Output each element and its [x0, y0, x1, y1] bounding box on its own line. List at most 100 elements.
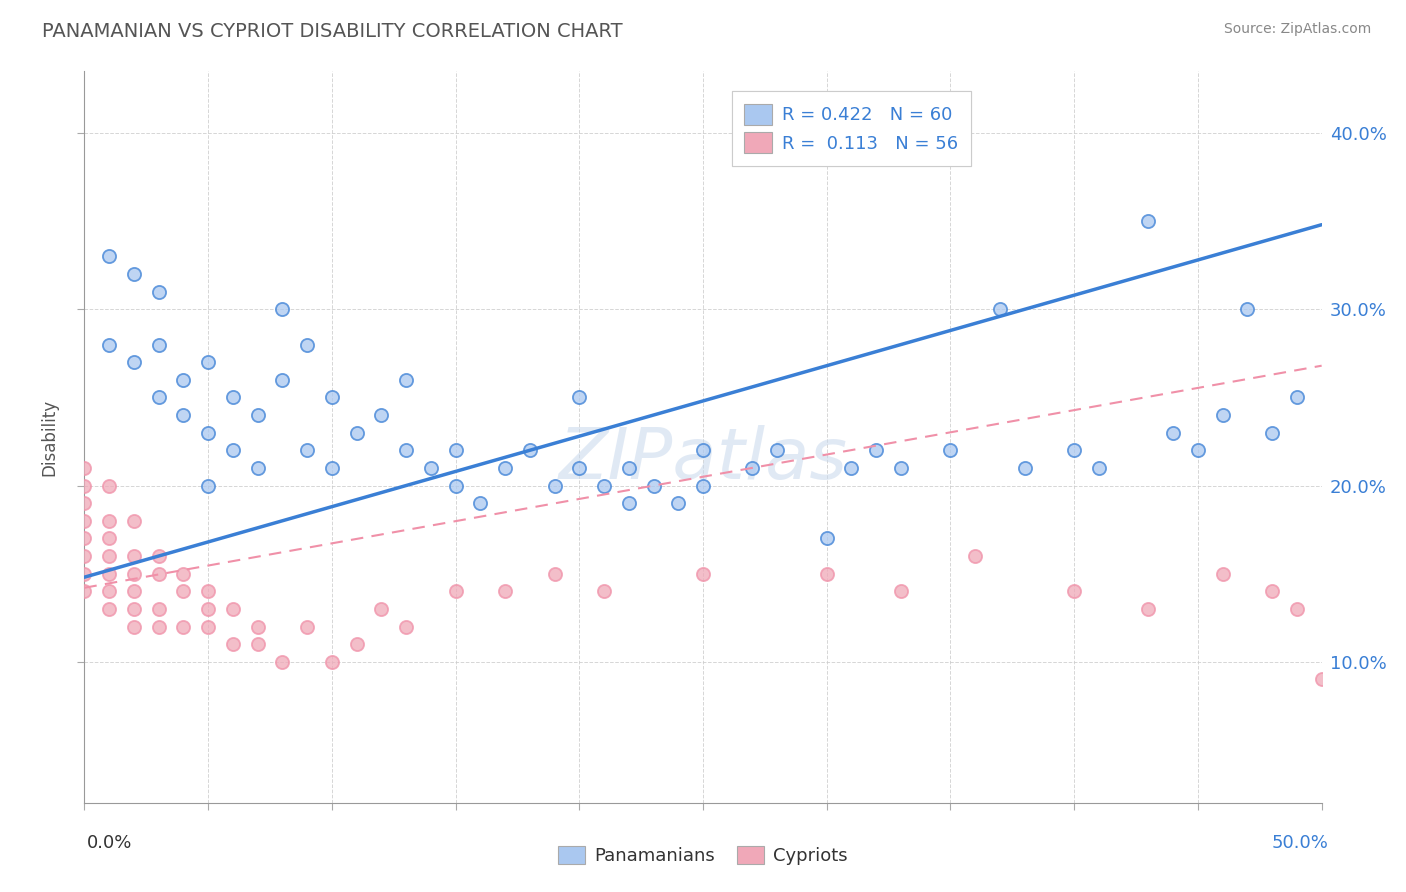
Point — [1137, 214, 1160, 228]
Point — [222, 443, 245, 458]
Point — [148, 619, 170, 633]
Point — [148, 337, 170, 351]
Point — [197, 619, 219, 633]
Point — [222, 602, 245, 616]
Point — [1137, 602, 1160, 616]
Point — [1310, 673, 1333, 687]
Point — [172, 373, 194, 387]
Point — [98, 602, 121, 616]
Point — [1261, 584, 1284, 599]
Point — [939, 443, 962, 458]
Point — [148, 391, 170, 405]
Point — [197, 478, 219, 492]
Point — [197, 602, 219, 616]
Point — [122, 566, 145, 581]
Point — [1161, 425, 1184, 440]
Point — [73, 532, 96, 546]
Point — [73, 584, 96, 599]
Point — [148, 566, 170, 581]
Point — [73, 478, 96, 492]
Text: Source: ZipAtlas.com: Source: ZipAtlas.com — [1223, 22, 1371, 37]
Point — [246, 619, 269, 633]
Point — [1261, 425, 1284, 440]
Point — [98, 337, 121, 351]
Point — [271, 655, 294, 669]
Point — [568, 391, 591, 405]
Point — [271, 373, 294, 387]
Point — [741, 461, 763, 475]
Point — [815, 566, 838, 581]
Point — [370, 408, 392, 422]
Point — [197, 584, 219, 599]
Point — [148, 285, 170, 299]
Point — [666, 496, 689, 510]
Point — [395, 373, 418, 387]
Point — [494, 584, 516, 599]
Point — [122, 514, 145, 528]
Point — [172, 566, 194, 581]
Point — [692, 443, 714, 458]
Point — [593, 478, 616, 492]
Point — [73, 496, 96, 510]
Text: 50.0%: 50.0% — [1272, 834, 1329, 852]
Point — [321, 391, 343, 405]
Point — [148, 549, 170, 563]
Point — [470, 496, 492, 510]
Point — [98, 549, 121, 563]
Point — [1063, 584, 1085, 599]
Point — [617, 461, 640, 475]
Point — [346, 425, 368, 440]
Point — [98, 566, 121, 581]
Point — [222, 637, 245, 651]
Point — [295, 619, 318, 633]
Legend: R = 0.422   N = 60, R =  0.113   N = 56: R = 0.422 N = 60, R = 0.113 N = 56 — [731, 91, 972, 166]
Point — [543, 566, 565, 581]
Point — [73, 566, 96, 581]
Point — [965, 549, 987, 563]
Point — [1212, 408, 1234, 422]
Point — [122, 267, 145, 281]
Point — [395, 443, 418, 458]
Point — [73, 549, 96, 563]
Point — [1063, 443, 1085, 458]
Point — [543, 478, 565, 492]
Point — [419, 461, 441, 475]
Point — [988, 302, 1011, 317]
Point — [1236, 302, 1258, 317]
Point — [197, 425, 219, 440]
Point — [98, 478, 121, 492]
Point — [1088, 461, 1111, 475]
Point — [370, 602, 392, 616]
Point — [444, 443, 467, 458]
Point — [98, 532, 121, 546]
Point — [246, 408, 269, 422]
Point — [815, 532, 838, 546]
Y-axis label: Disability: Disability — [41, 399, 59, 475]
Point — [172, 619, 194, 633]
Point — [444, 584, 467, 599]
Point — [271, 302, 294, 317]
Point — [295, 443, 318, 458]
Point — [197, 355, 219, 369]
Point — [444, 478, 467, 492]
Point — [246, 461, 269, 475]
Point — [593, 584, 616, 599]
Legend: Panamanians, Cypriots: Panamanians, Cypriots — [550, 837, 856, 874]
Point — [122, 602, 145, 616]
Point — [172, 408, 194, 422]
Point — [122, 584, 145, 599]
Point — [841, 461, 863, 475]
Point — [494, 461, 516, 475]
Point — [122, 549, 145, 563]
Text: ZIPatlas: ZIPatlas — [558, 425, 848, 493]
Point — [395, 619, 418, 633]
Point — [643, 478, 665, 492]
Point — [98, 249, 121, 263]
Point — [519, 443, 541, 458]
Point — [1285, 391, 1308, 405]
Point — [172, 584, 194, 599]
Point — [890, 461, 912, 475]
Point — [321, 655, 343, 669]
Point — [1014, 461, 1036, 475]
Point — [73, 514, 96, 528]
